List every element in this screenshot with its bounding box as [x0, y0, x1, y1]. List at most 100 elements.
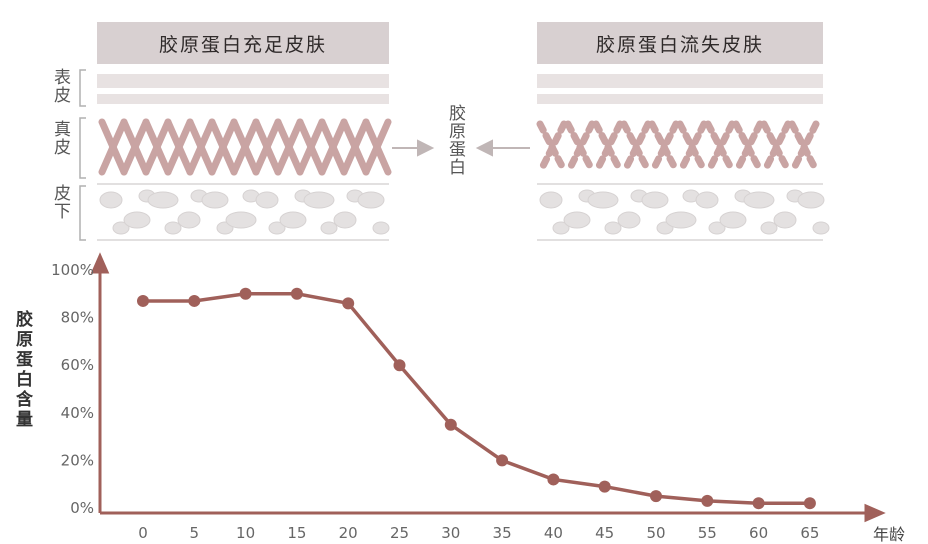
y-axis-arrow: [90, 252, 110, 274]
collagen-sufficient-skin-title: 胶原蛋白充足皮肤: [97, 22, 389, 64]
fat-cell: [303, 191, 335, 209]
fiber-strand: [142, 118, 172, 176]
fiber-strand: [186, 118, 216, 176]
fiber-strand: [362, 118, 392, 176]
fat-cell: [617, 211, 641, 229]
arrow-from-right: [475, 139, 530, 157]
data-point: [701, 494, 714, 507]
data-point: [393, 359, 406, 372]
subcutis-cells: [99, 189, 830, 235]
collagen-series-line: [143, 292, 810, 505]
y-tick-labels: 0% 20% 40% 60% 80% 100%: [51, 261, 94, 517]
fat-cell: [372, 221, 390, 235]
collagen-center-label: 胶原蛋白: [445, 104, 465, 176]
fat-cell: [760, 221, 778, 235]
fat-cell: [743, 191, 775, 209]
y-tick-label: 40%: [61, 404, 94, 422]
x-tick-label: 25: [390, 524, 409, 542]
layer-label-dermis: 真皮: [50, 120, 70, 156]
fat-cell: [164, 221, 182, 235]
fiber-strand: [538, 120, 568, 172]
fat-cell: [333, 211, 357, 229]
fat-cell: [112, 221, 130, 235]
fat-cell: [320, 221, 338, 235]
fat-cell: [123, 211, 151, 229]
fiber-strand: [296, 118, 326, 176]
collagen-fibers-intact: [98, 118, 392, 176]
fat-cell: [539, 191, 563, 209]
fiber-strand: [566, 120, 596, 172]
layer-label-epidermis: 表皮: [50, 68, 70, 104]
x-tick-label: 65: [800, 524, 819, 542]
data-point: [290, 287, 303, 300]
data-point: [547, 473, 560, 486]
x-tick-label: 60: [749, 524, 768, 542]
fiber-strand: [678, 120, 708, 172]
fat-cell: [641, 191, 669, 209]
arrow-to-center: [392, 139, 435, 157]
y-tick-label: 20%: [61, 451, 94, 469]
fat-cell: [695, 191, 719, 209]
x-tick-label: 40: [544, 524, 563, 542]
x-axis-arrow: [864, 503, 886, 523]
fat-cell: [279, 211, 307, 229]
fiber-strand: [164, 118, 194, 176]
fiber-strand: [98, 118, 128, 176]
subcutis-lines: [97, 183, 823, 241]
fat-cell: [797, 191, 825, 209]
fat-cell: [255, 191, 279, 209]
fat-cell: [812, 221, 830, 235]
fiber-strand: [734, 120, 764, 172]
x-tick-label: 10: [236, 524, 255, 542]
fat-cell: [225, 211, 257, 229]
y-axis-title: 胶原蛋白含量: [16, 309, 34, 430]
data-point: [137, 294, 149, 307]
x-tick-label: 55: [698, 524, 717, 542]
x-tick-label: 50: [646, 524, 665, 542]
svg-text:胶原蛋白含量: 胶原蛋白含量: [16, 309, 34, 430]
fiber-strand: [340, 118, 370, 176]
fiber-strand: [230, 118, 260, 176]
fiber-strand: [594, 120, 624, 172]
x-tick-label: 0: [138, 524, 148, 542]
fat-cell: [665, 211, 697, 229]
collagen-loss-skin-title: 胶原蛋白流失皮肤: [537, 22, 823, 64]
fiber-strand: [252, 118, 282, 176]
x-tick-label: 30: [441, 524, 460, 542]
chart-axes: [90, 252, 886, 523]
x-axis-title: 年龄: [873, 525, 905, 544]
fat-cell: [719, 211, 747, 229]
x-tick-label: 5: [190, 524, 200, 542]
fiber-strand: [622, 120, 652, 172]
fat-cell: [773, 211, 797, 229]
data-point: [444, 418, 457, 431]
data-point: [650, 490, 662, 503]
fiber-strand: [318, 118, 348, 176]
fat-cell: [201, 191, 229, 209]
data-point: [188, 294, 201, 307]
data-point: [803, 497, 816, 510]
fat-cell: [552, 221, 570, 235]
fat-cell: [604, 221, 622, 235]
fat-cell: [357, 191, 385, 209]
fiber-strand: [274, 118, 304, 176]
collagen-series-points: [137, 287, 816, 510]
data-point: [496, 454, 509, 467]
layer-label-subcutis: 皮下: [50, 184, 70, 220]
y-tick-label: 80%: [61, 309, 94, 327]
fat-cell: [708, 221, 726, 235]
fat-cell: [99, 191, 123, 209]
fat-cell: [587, 191, 619, 209]
fat-cell: [147, 191, 179, 209]
y-tick-label: 100%: [51, 261, 94, 279]
fiber-strand: [650, 120, 680, 172]
data-point: [752, 497, 765, 510]
x-tick-label: 45: [595, 524, 614, 542]
fat-cell: [177, 211, 201, 229]
x-tick-label: 20: [339, 524, 358, 542]
fiber-strand: [790, 120, 820, 172]
collagen-fibers-broken: [536, 120, 820, 174]
data-point: [239, 287, 252, 300]
x-tick-labels: 0 5 10 15 20 25 30 35 40 45 50 55 60 65: [138, 524, 819, 542]
